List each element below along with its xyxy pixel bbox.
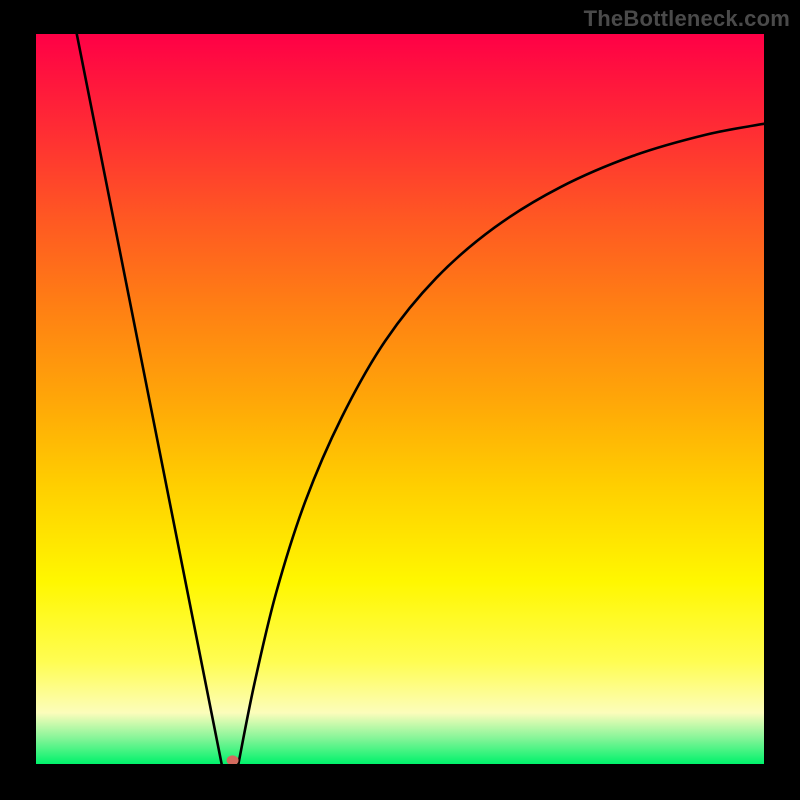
watermark-text: TheBottleneck.com (584, 6, 790, 32)
chart-frame: TheBottleneck.com (0, 0, 800, 800)
optimal-point-marker (227, 755, 239, 765)
plot-background (36, 34, 764, 764)
bottleneck-chart (0, 0, 800, 800)
